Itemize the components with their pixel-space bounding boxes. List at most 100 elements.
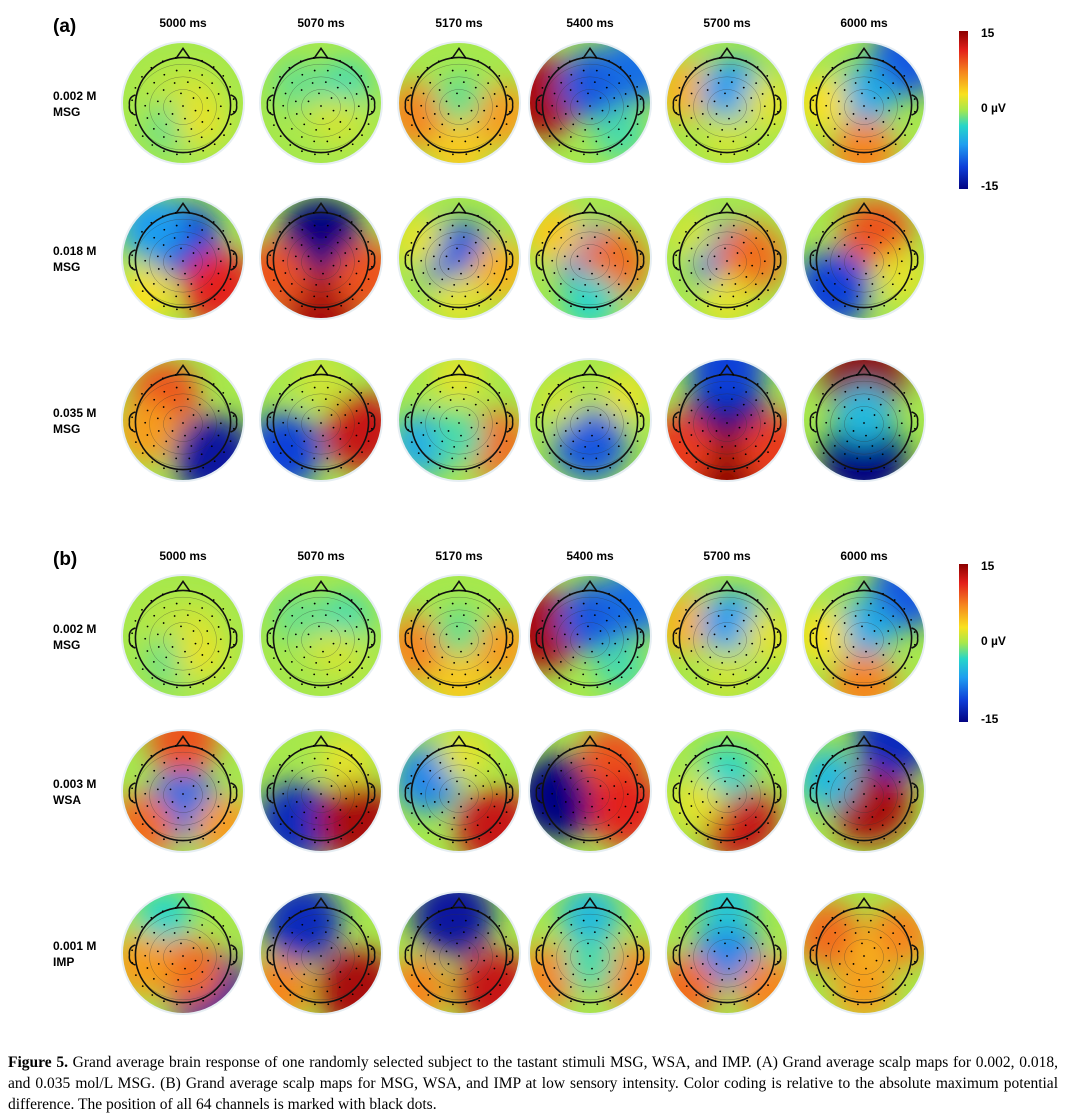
nose-marker xyxy=(451,202,467,214)
nose-marker xyxy=(582,202,598,214)
row-label-b-3: 0.001 M IMP xyxy=(53,938,96,970)
potential-blob xyxy=(743,76,788,130)
nose-marker xyxy=(313,202,329,214)
panel-label-a: (a) xyxy=(53,16,77,37)
head-outline xyxy=(134,589,232,687)
potential-blob xyxy=(122,267,174,319)
potential-blob xyxy=(439,730,492,781)
potential-blob xyxy=(432,359,486,404)
electrode-dots xyxy=(675,906,779,1006)
head-outline xyxy=(272,373,370,471)
potential-blob xyxy=(434,72,484,122)
right-ear-marker xyxy=(368,627,376,649)
right-ear-marker xyxy=(368,411,376,433)
electrode-dots xyxy=(538,589,642,689)
nose-marker xyxy=(856,580,872,592)
row-label-b-1: 0.002 M MSG xyxy=(53,621,96,653)
nose-marker xyxy=(582,47,598,59)
nose-marker xyxy=(175,897,191,909)
colorbar-min-label: -15 xyxy=(981,712,999,726)
topomap-b-2-2 xyxy=(259,729,383,853)
potential-blob xyxy=(314,96,364,146)
topomap-a-3-2 xyxy=(259,358,383,482)
right-ear-marker xyxy=(774,944,782,966)
potential-blob xyxy=(175,628,228,681)
right-ear-marker xyxy=(230,411,238,433)
row-label-b-2: 0.003 M WSA xyxy=(53,776,96,808)
head-outline xyxy=(678,906,776,1004)
topomap-b-2-1 xyxy=(121,729,245,853)
right-ear-marker xyxy=(774,627,782,649)
nose-marker xyxy=(582,364,598,376)
nose-marker xyxy=(451,364,467,376)
right-ear-marker xyxy=(506,782,514,804)
right-ear-marker xyxy=(368,782,376,804)
potential-blob xyxy=(698,892,756,933)
head-outline xyxy=(272,589,370,687)
head-outline xyxy=(410,744,508,842)
topomap-a-2-3 xyxy=(397,196,521,320)
topomap-b-1-2 xyxy=(259,574,383,698)
potential-blob xyxy=(670,777,723,830)
nose-marker xyxy=(313,735,329,747)
potential-blob xyxy=(559,892,621,947)
head-outline xyxy=(134,56,232,154)
topomap-a-2-6 xyxy=(802,196,926,320)
head-outline xyxy=(541,373,639,471)
right-ear-marker xyxy=(637,249,645,271)
head-outline xyxy=(541,589,639,687)
nose-marker xyxy=(856,364,872,376)
time-label-5700-ms: 5700 ms xyxy=(703,16,751,30)
head-outline xyxy=(678,373,776,471)
topomap-b-2-3 xyxy=(397,729,521,853)
nose-marker xyxy=(856,735,872,747)
row-label-tastant: MSG xyxy=(53,260,81,274)
right-ear-marker xyxy=(911,94,919,116)
topomap-a-1-2 xyxy=(259,41,383,165)
potential-blob xyxy=(154,937,224,1006)
topomap-a-2-4 xyxy=(528,196,652,320)
nose-marker xyxy=(582,580,598,592)
head-outline xyxy=(134,906,232,1004)
electrode-dots xyxy=(812,373,916,473)
potential-blob xyxy=(562,273,618,319)
row-label-concentration: 0.003 M xyxy=(53,777,97,791)
row-label-concentration: 0.002 M xyxy=(53,89,97,103)
potential-blob xyxy=(260,240,308,312)
electrode-dots xyxy=(538,211,642,311)
head-outline xyxy=(815,744,913,842)
time-label-5170-ms: 5170 ms xyxy=(435,16,483,30)
potential-blob xyxy=(688,359,766,407)
electrode-dots xyxy=(407,906,511,1006)
head-outline xyxy=(815,373,913,471)
topomap-a-3-6 xyxy=(802,358,926,482)
time-label-6000-ms: 6000 ms xyxy=(840,16,888,30)
head-outline xyxy=(678,211,776,309)
panel-label-b: (b) xyxy=(53,549,78,570)
row-label-tastant: MSG xyxy=(53,422,81,436)
electrode-dots xyxy=(675,56,779,156)
head-outline xyxy=(678,744,776,842)
topomap-a-1-4 xyxy=(528,41,652,165)
electrode-dots xyxy=(131,56,235,156)
head-outline xyxy=(134,211,232,309)
head-outline xyxy=(410,589,508,687)
potential-blob xyxy=(666,413,716,481)
row-label-tastant: IMP xyxy=(53,955,75,969)
head-outline xyxy=(678,56,776,154)
right-ear-marker xyxy=(230,944,238,966)
colorbar-max-label: 15 xyxy=(981,26,995,40)
electrode-dots xyxy=(538,906,642,1006)
topomap-b-3-3 xyxy=(397,891,521,1015)
electrode-dots xyxy=(407,211,511,311)
electrode-dots xyxy=(812,211,916,311)
electrode-dots xyxy=(812,589,916,689)
nose-marker xyxy=(175,202,191,214)
head-outline xyxy=(541,744,639,842)
head-outline xyxy=(541,211,639,309)
head-outline xyxy=(134,744,232,842)
right-ear-marker xyxy=(506,411,514,433)
topomap-a-1-3 xyxy=(397,41,521,165)
time-label-5000-ms: 5000 ms xyxy=(159,16,207,30)
colorbar-min-label: -15 xyxy=(981,179,999,193)
